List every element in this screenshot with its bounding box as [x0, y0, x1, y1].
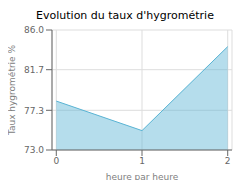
svg-text:73.0: 73.0 — [24, 145, 44, 155]
svg-text:heure par heure: heure par heure — [106, 172, 179, 180]
svg-text:77.3: 77.3 — [24, 106, 44, 116]
svg-text:Taux hygrométrie %: Taux hygrométrie % — [8, 44, 17, 136]
svg-text:2: 2 — [225, 156, 231, 166]
html-text:Evolution du taux d'hygrométri: Evolution du taux d'hygrométrie — [36, 9, 214, 22]
svg-text:1: 1 — [139, 156, 145, 166]
svg-text:86.0: 86.0 — [24, 25, 44, 35]
svg-text:81.7: 81.7 — [24, 65, 44, 75]
svg-text:0: 0 — [53, 156, 59, 166]
